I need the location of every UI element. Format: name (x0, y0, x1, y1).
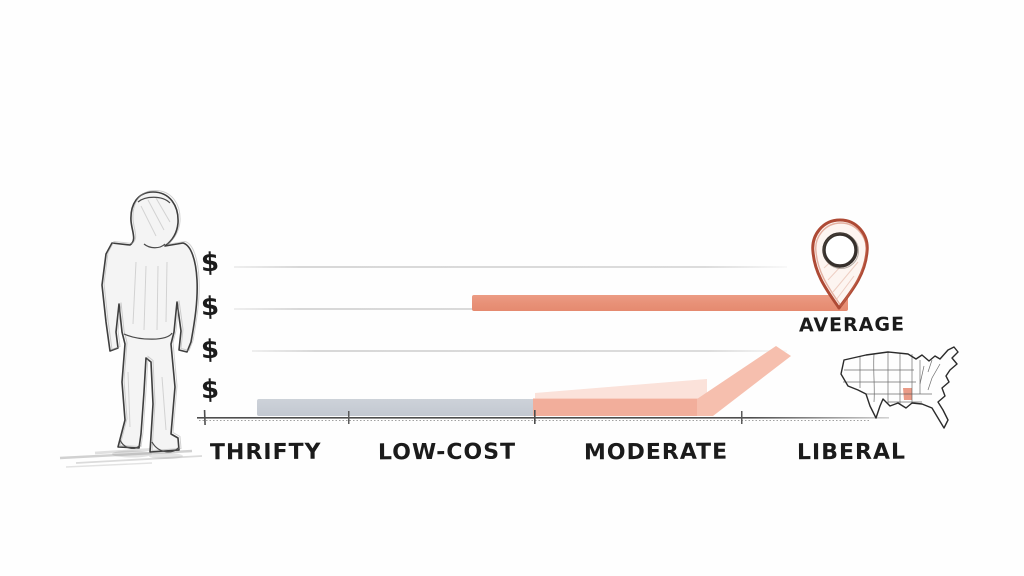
bar-average-orange (472, 295, 848, 311)
x-label-lowcost: LOW-COST (377, 439, 517, 466)
x-axis-line (197, 417, 889, 419)
person-shading (127, 197, 171, 431)
gridline-dollar-4 (234, 266, 787, 268)
person-outline-sketch-double (103, 189, 200, 452)
bar-thrifty-lowcost-gray (257, 399, 535, 416)
map-outline (840, 346, 959, 429)
x-label-moderate: MODERATE (583, 439, 729, 466)
x-axis-tick-2 (348, 411, 350, 424)
map-pin-icon (811, 218, 869, 310)
bar-moderate-pink (533, 398, 707, 416)
ground-shadow (59, 446, 203, 468)
x-axis-tick-3 (534, 410, 536, 424)
y-tick-dollar-2: $ (200, 334, 221, 366)
y-tick-dollar-3: $ (200, 291, 221, 323)
average-marker-label: AVERAGE (798, 313, 906, 337)
person-detail-lines (119, 196, 180, 453)
person-outline (101, 191, 198, 453)
wedge-faint-rise (535, 379, 707, 399)
y-tick-dollar-4: $ (200, 247, 221, 279)
map-state-lines (843, 352, 941, 405)
us-map-icon (840, 346, 959, 429)
x-axis-tick-4 (741, 411, 743, 424)
gridline-dollar-2 (252, 350, 787, 352)
x-axis-tick-1 (203, 409, 206, 426)
ribbon-diagonal-rise (697, 346, 791, 416)
person-sketch-icon (59, 189, 203, 468)
pin-inner-circle (822, 232, 858, 268)
y-tick-dollar-1: $ (200, 374, 221, 406)
x-label-thrifty: THRIFTY (209, 439, 322, 466)
x-label-liberal: LIBERAL (796, 439, 907, 466)
